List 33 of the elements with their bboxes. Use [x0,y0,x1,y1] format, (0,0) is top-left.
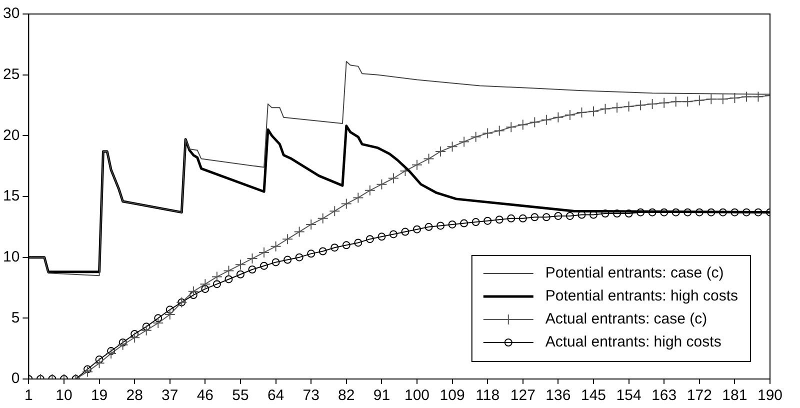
x-tick-label: 91 [373,387,390,404]
x-tick-label: 73 [302,387,320,404]
y-tick-label: 20 [2,126,20,144]
x-tick-label: 163 [652,387,677,404]
y-tick-label: 30 [2,5,20,22]
y-tick-label: 5 [11,309,20,326]
x-tick-label: 55 [232,387,249,404]
y-tick-label: 25 [2,66,20,83]
legend-label: Potential entrants: high costs [545,288,738,305]
x-tick-label: 181 [722,387,748,404]
x-tick-label: 127 [510,387,536,404]
x-tick-label: 154 [616,387,642,404]
x-tick-label: 172 [686,387,712,404]
x-tick-label: 145 [580,387,606,404]
x-tick-label: 64 [267,387,284,404]
x-tick-label: 28 [126,387,143,404]
y-tick-label: 10 [2,248,20,266]
x-tick-label: 37 [162,387,178,404]
x-tick-label: 1 [24,387,33,404]
x-tick-label: 136 [546,387,571,404]
x-tick-label: 19 [90,387,108,404]
x-tick-label: 190 [757,387,783,404]
y-tick-label: 0 [11,370,20,388]
x-tick-label: 10 [56,387,72,404]
y-tick-label: 15 [2,188,20,205]
legend-label: Actual entrants: case (c) [545,310,708,328]
x-tick-label: 82 [338,387,355,404]
legend-label: Potential entrants: case (c) [545,264,724,282]
x-tick-label: 46 [196,387,214,404]
x-tick-label: 109 [440,387,465,404]
x-tick-label: 118 [476,387,500,404]
x-tick-label: 100 [404,387,430,404]
legend-label: Actual entrants: high costs [545,334,722,351]
